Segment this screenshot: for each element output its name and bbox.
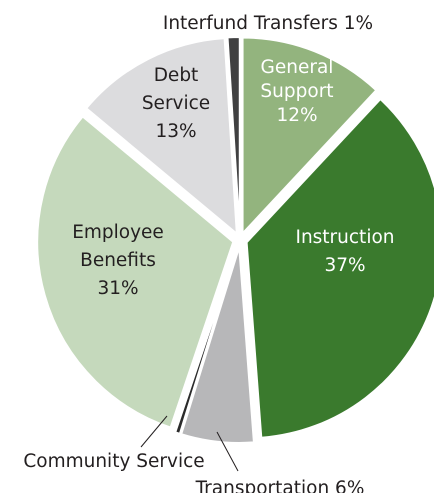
label-line: Benefits (80, 250, 156, 271)
label-line: Community Service (23, 451, 204, 472)
leader-line-community-service (140, 415, 168, 448)
slice-interfund-transfers (226, 36, 241, 234)
slice-community-service (173, 246, 239, 436)
label-line: 13% (155, 121, 196, 142)
label-line: Interfund Transfers 1% (163, 13, 373, 34)
label-line: 37% (324, 255, 365, 276)
slice-instruction (245, 97, 434, 439)
label-interfund-transfers: Interfund Transfers 1% (163, 13, 373, 34)
label-line: Debt (154, 65, 199, 86)
slice-general-support (241, 36, 378, 237)
leader-line-transportation (216, 431, 239, 472)
label-line: 12% (276, 105, 317, 126)
label-line: 31% (97, 278, 138, 299)
label-community-service: Community Service (23, 451, 204, 472)
label-line: Service (142, 93, 210, 114)
label-line: General (261, 57, 334, 78)
label-general-support: General Support 12% (260, 57, 333, 126)
label-line: Instruction (295, 227, 394, 248)
label-instruction: Instruction 37% (295, 227, 394, 276)
label-employee-benefits: Employee Benefits 31% (72, 222, 164, 299)
label-debt-service: Debt Service 13% (142, 65, 210, 142)
label-transportation: Transportation 6% (195, 478, 365, 493)
slice-debt-service (84, 37, 238, 237)
label-line: Employee (72, 222, 164, 243)
slice-employee-benefits (36, 115, 235, 429)
slice-transportation (179, 246, 255, 444)
label-line: Support (260, 81, 333, 102)
label-line: Transportation 6% (195, 478, 365, 493)
